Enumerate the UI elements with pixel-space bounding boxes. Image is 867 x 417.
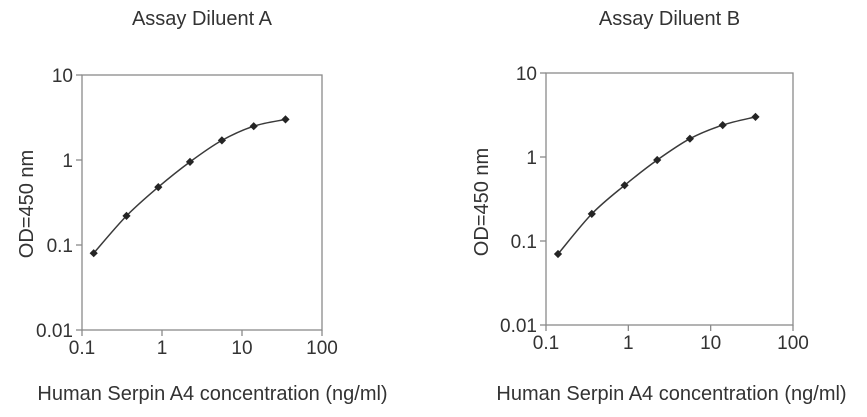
x-tick-label: 10: [231, 338, 252, 359]
data-point-marker: [751, 112, 760, 122]
data-point-marker: [718, 120, 727, 130]
y-tick-label: 0.1: [47, 236, 73, 257]
x-tick-label: 0.1: [533, 333, 559, 354]
y-tick-label: 1: [62, 151, 73, 172]
data-point-marker: [281, 115, 290, 124]
data-point-marker: [154, 182, 163, 192]
y-tick-label: 1: [526, 148, 537, 169]
x-tick-label: 1: [623, 333, 634, 354]
y-tick-label: 0.01: [36, 321, 73, 342]
standard-curve-line: [93, 118, 286, 254]
data-point-marker: [217, 136, 227, 145]
data-point-marker: [587, 209, 596, 219]
data-point-marker: [89, 249, 98, 258]
data-point-marker: [185, 157, 195, 167]
chart-title-assay-diluent-b: Assay Diluent B: [598, 8, 741, 30]
x-tick-label: 1: [157, 338, 168, 359]
plot-frame: [545, 72, 794, 326]
data-point-marker: [620, 181, 629, 190]
data-point-marker: [553, 249, 563, 259]
data-point-marker: [685, 134, 695, 143]
x-axis-label-b: Human Serpin A4 concentration (ng/ml): [496, 383, 847, 405]
x-axis-label-a: Human Serpin A4 concentration (ng/ml): [37, 383, 388, 405]
x-tick-label: 0.1: [69, 338, 95, 359]
chart-title-assay-diluent-a: Assay Diluent A: [131, 8, 273, 30]
y-tick-label: 0.1: [511, 232, 537, 253]
y-tick-label: 10: [516, 64, 537, 85]
y-tick-label: 0.01: [500, 316, 537, 337]
plot-frame: [81, 74, 323, 331]
data-point-marker: [653, 155, 662, 165]
data-point-marker: [122, 211, 131, 221]
standard-curve-line: [557, 116, 756, 255]
data-point-marker: [249, 122, 258, 131]
y-tick-label: 10: [52, 66, 73, 87]
x-tick-label: 100: [777, 333, 809, 354]
x-tick-label: 100: [306, 338, 338, 359]
x-tick-label: 10: [700, 333, 721, 354]
